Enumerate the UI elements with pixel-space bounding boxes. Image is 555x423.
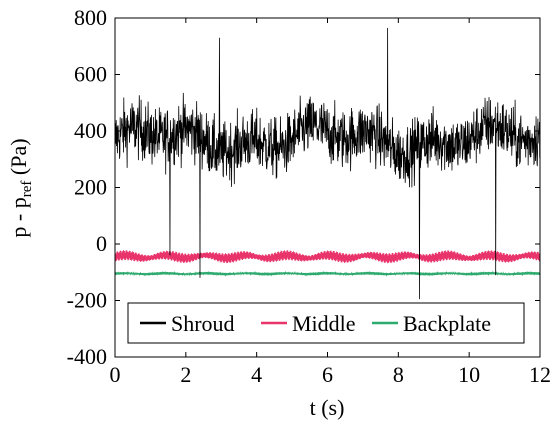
- y-tick-label: 800: [74, 5, 107, 30]
- x-tick-label: 2: [180, 362, 191, 387]
- y-tick-label: 200: [74, 175, 107, 200]
- series-line-shroud: [114, 27, 541, 300]
- y-axis-ticks: -400 -200 0 200 400 600 800: [67, 5, 540, 369]
- x-tick-label: 0: [110, 362, 121, 387]
- x-axis-ticks: 0 2 4 6 8 10 12: [110, 18, 551, 387]
- legend-label-middle: Middle: [292, 311, 356, 336]
- x-tick-label: 8: [393, 362, 404, 387]
- y-tick-label: -200: [67, 288, 107, 313]
- x-tick-label: 6: [322, 362, 333, 387]
- x-tick-label: 12: [529, 362, 551, 387]
- legend: Shroud Middle Backplate: [127, 302, 525, 344]
- y-tick-label: 600: [74, 62, 107, 87]
- y-tick-label: -400: [67, 344, 107, 369]
- x-tick-label: 10: [458, 362, 480, 387]
- y-axis-label-main: p - p: [6, 197, 31, 237]
- y-axis-label-unit: (Pa): [6, 138, 31, 180]
- x-tick-label: 4: [251, 362, 262, 387]
- legend-label-shroud: Shroud: [171, 311, 235, 336]
- y-tick-label: 0: [96, 231, 107, 256]
- legend-label-backplate: Backplate: [403, 311, 491, 336]
- y-tick-label: 400: [74, 118, 107, 143]
- plot-area: [114, 27, 541, 300]
- y-axis-label: p - pref (Pa): [6, 138, 35, 237]
- x-axis-label: t (s): [310, 395, 345, 420]
- legend-box: [127, 302, 525, 344]
- series-line-middle: [114, 250, 541, 264]
- y-axis-label-subscript: ref: [19, 181, 35, 198]
- series-line-backplate: [114, 270, 541, 277]
